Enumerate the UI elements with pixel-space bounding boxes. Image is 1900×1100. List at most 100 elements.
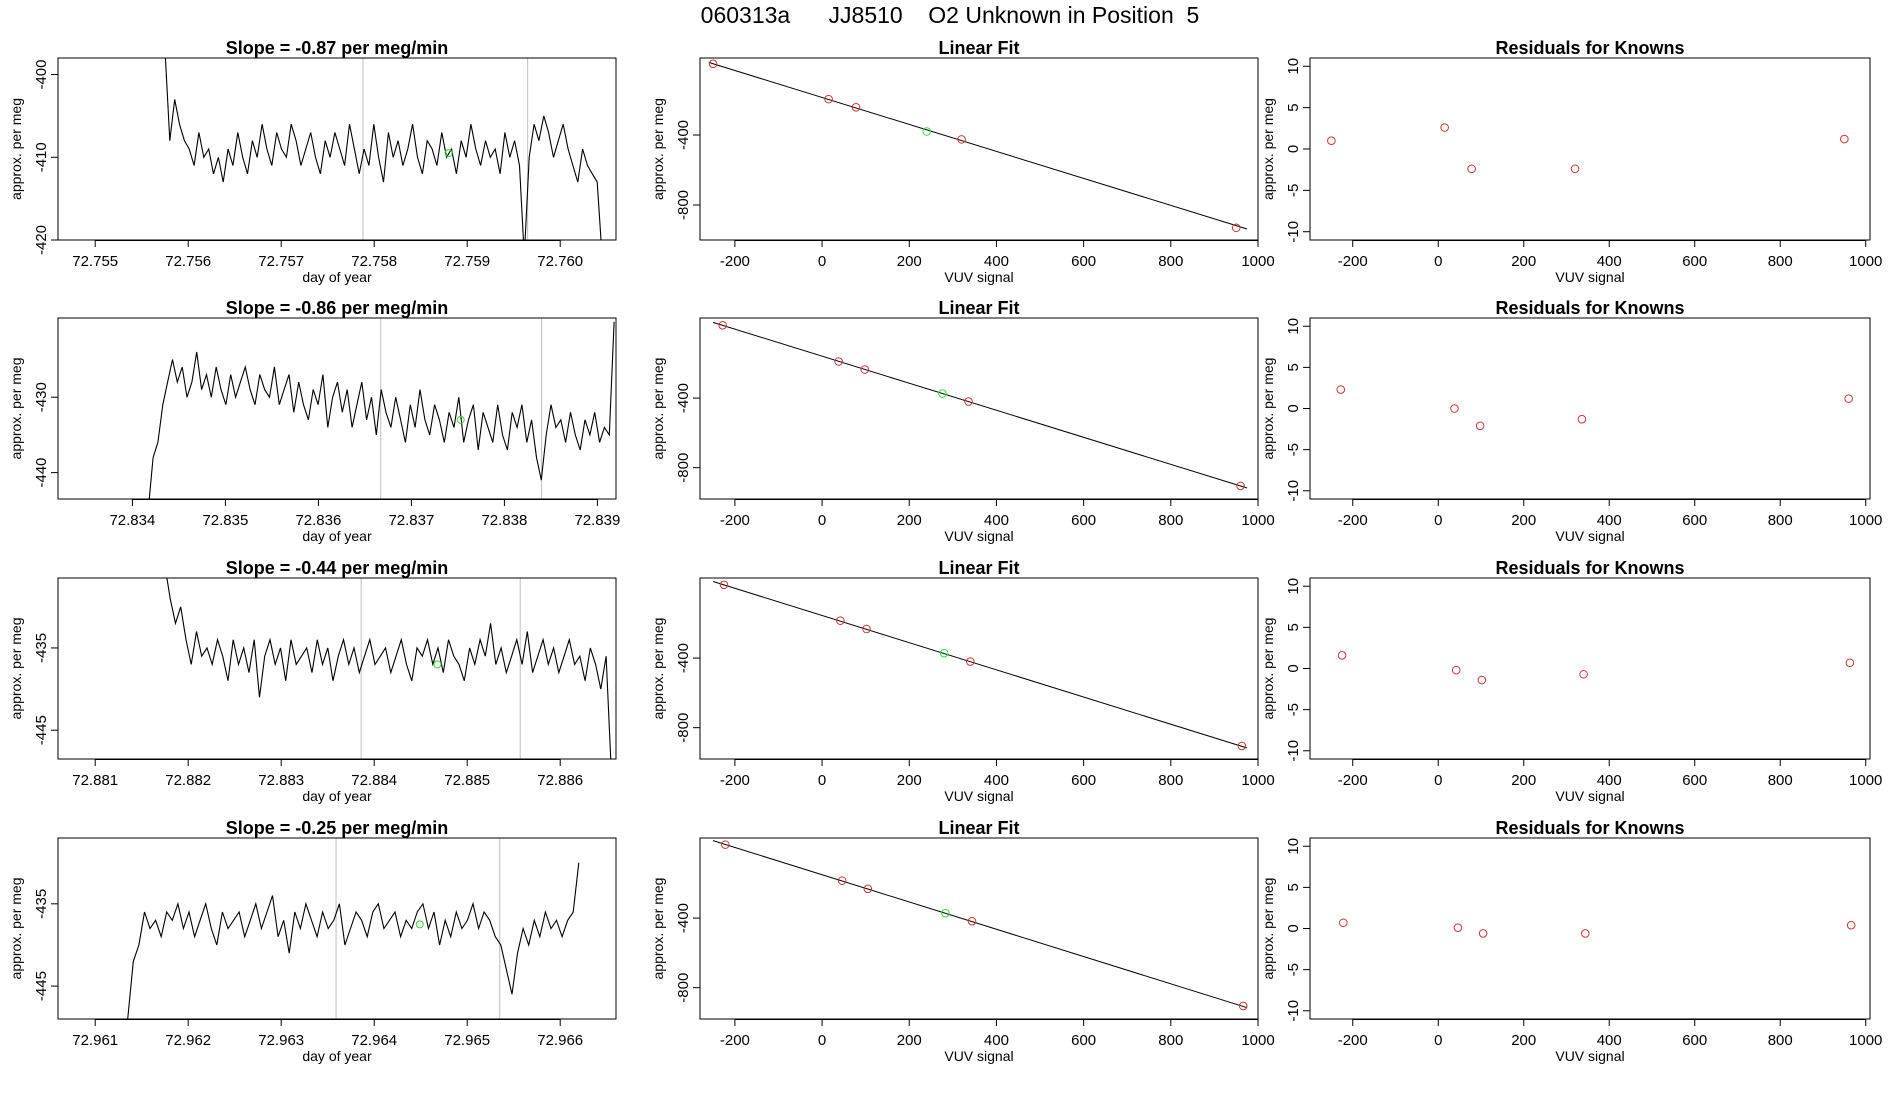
residual-point xyxy=(1845,658,1855,668)
x-tick-label: 72.837 xyxy=(388,512,434,529)
x-tick-label: 72.755 xyxy=(72,253,118,270)
known-point xyxy=(967,916,977,926)
y-tick-label: -435 xyxy=(33,633,50,663)
y-tick-label: -800 xyxy=(675,713,692,743)
known-point xyxy=(1237,741,1247,751)
unknown-point xyxy=(922,127,931,136)
x-tick-label: 72.963 xyxy=(258,1032,304,1049)
x-tick-label: 800 xyxy=(1768,1032,1793,1049)
x-tick-label: 72.885 xyxy=(444,772,490,789)
x-tick-label: 400 xyxy=(1597,512,1622,529)
x-tick-label: -200 xyxy=(1338,253,1368,270)
x-tick-label: 800 xyxy=(1768,772,1793,789)
plot-area xyxy=(712,321,1248,491)
plot-frame xyxy=(699,837,1259,1020)
plot-frame xyxy=(57,837,617,1020)
plot-frame xyxy=(1309,837,1871,1020)
fit-chart-4: Linear Fit -200 0 200 400 600 800 1000 VUV signa… xyxy=(650,818,1275,1064)
residual-point xyxy=(1570,164,1580,174)
x-axis-label: VUV signal xyxy=(944,788,1013,804)
x-tick-label: 72.756 xyxy=(165,253,211,270)
residual-point xyxy=(1577,414,1587,424)
y-tick-label: -10 xyxy=(1285,740,1302,762)
residual-point xyxy=(1478,929,1488,938)
known-point xyxy=(957,135,966,144)
x-tick-label: 72.760 xyxy=(537,253,583,270)
known-point xyxy=(718,321,727,330)
x-tick-label: 0 xyxy=(1434,1032,1442,1049)
unknown-point xyxy=(444,149,453,158)
y-tick-label: 0 xyxy=(1285,404,1302,412)
known-point xyxy=(719,580,729,590)
x-axis-label: VUV signal xyxy=(1555,788,1624,804)
x-tick-label: 1000 xyxy=(1849,1032,1882,1049)
residual-point xyxy=(1453,923,1463,932)
x-tick-label: 72.962 xyxy=(165,1032,211,1049)
x-tick-label: -200 xyxy=(720,772,750,789)
plot-area xyxy=(712,580,1248,751)
timeseries-chart-1: Slope = -0.87 per meg/min 72.755 72.756 72.… xyxy=(8,38,617,285)
x-tick-label: 800 xyxy=(1768,253,1793,270)
y-tick-label: 5 xyxy=(1285,103,1302,111)
y-tick-label: -400 xyxy=(675,643,692,673)
x-tick-label: 400 xyxy=(984,253,1009,270)
x-tick-label: 72.758 xyxy=(351,253,397,270)
x-tick-label: -200 xyxy=(1338,772,1368,789)
trace-line xyxy=(148,321,615,499)
residual-point xyxy=(1840,134,1849,144)
y-tick-label: -800 xyxy=(675,973,692,1003)
x-tick-label: 72.759 xyxy=(444,253,490,270)
trace-line xyxy=(166,578,612,759)
chart-title: Slope = -0.87 per meg/min xyxy=(226,38,449,58)
trace-line xyxy=(127,862,580,1019)
residual-chart-3: Residuals for Knowns-200 0 200 400 600 800 100… xyxy=(1260,558,1882,804)
known-point xyxy=(1236,481,1245,491)
y-tick-label: 5 xyxy=(1285,883,1302,891)
x-tick-label: 0 xyxy=(818,1032,826,1049)
chart-title: Linear Fit xyxy=(938,558,1019,578)
y-tick-label: -5 xyxy=(1285,703,1302,716)
x-tick-label: 72.961 xyxy=(72,1032,118,1049)
y-tick-label: -435 xyxy=(33,889,50,919)
residual-point xyxy=(1451,665,1461,675)
residual-chart-2: Residuals for Knowns-200 0 200 400 600 800 100… xyxy=(1260,298,1882,544)
x-tick-label: 72.882 xyxy=(165,772,211,789)
chart-title: Residuals for Knowns xyxy=(1495,298,1684,318)
plot-area xyxy=(1327,123,1849,174)
known-point xyxy=(837,876,847,885)
y-tick-label: 10 xyxy=(1285,578,1302,595)
plot-frame xyxy=(57,57,617,241)
x-tick-label: 600 xyxy=(1071,253,1096,270)
x-axis-label: VUV signal xyxy=(1555,269,1624,285)
y-tick-label: 0 xyxy=(1285,924,1302,932)
fit-line xyxy=(712,840,1248,1009)
plot-frame xyxy=(699,57,1259,241)
x-tick-label: 1000 xyxy=(1241,253,1274,270)
y-tick-label: -800 xyxy=(675,190,692,220)
residual-point xyxy=(1844,394,1853,403)
x-tick-label: 200 xyxy=(1511,512,1536,529)
known-point xyxy=(824,94,833,104)
x-tick-label: 600 xyxy=(1682,512,1707,529)
known-point xyxy=(965,657,975,666)
residual-chart-1: Residuals for Knowns-200 0 200 400 600 800 100… xyxy=(1260,38,1882,285)
plot-area xyxy=(148,318,615,499)
x-tick-label: 72.883 xyxy=(258,772,304,789)
y-tick-label: -10 xyxy=(1285,1000,1302,1022)
x-tick-label: 200 xyxy=(897,512,922,529)
x-axis-label: VUV signal xyxy=(944,1048,1013,1064)
plot-area xyxy=(712,840,1248,1011)
x-tick-label: 800 xyxy=(1768,512,1793,529)
y-tick-label: -400 xyxy=(675,383,692,413)
y-axis-label: approx. per meg xyxy=(1260,98,1276,200)
known-point xyxy=(863,884,873,894)
y-tick-label: 0 xyxy=(1285,664,1302,672)
unknown-point xyxy=(939,648,949,658)
x-axis-label: day of year xyxy=(302,269,372,285)
y-axis-label: approx. per meg xyxy=(650,878,666,980)
x-tick-label: 600 xyxy=(1682,1032,1707,1049)
chart-title: Residuals for Knowns xyxy=(1495,818,1684,838)
known-point xyxy=(1231,223,1241,233)
x-tick-label: -200 xyxy=(720,253,750,270)
